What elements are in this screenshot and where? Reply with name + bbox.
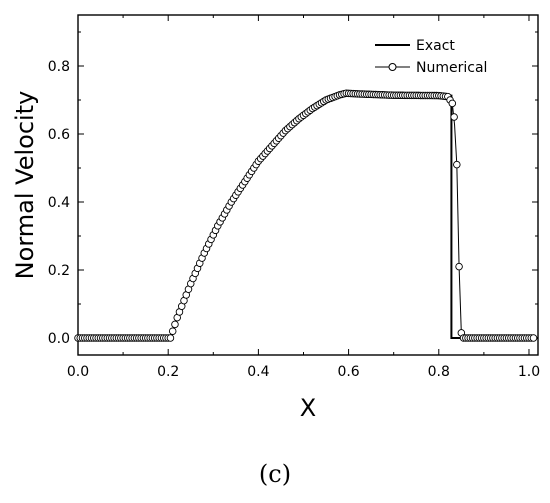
numerical-data-point	[529, 334, 538, 342]
figure-caption: (c)	[259, 460, 291, 488]
plot-frame	[77, 14, 539, 356]
x-tick-label: 0.6	[337, 364, 359, 380]
series-layer	[74, 89, 538, 342]
numerical-data-point	[450, 113, 458, 121]
numerical-data-point	[171, 320, 179, 329]
legend: Exact Numerical	[375, 38, 487, 76]
numerical-data-point	[453, 160, 461, 169]
legend-numerical-label: Numerical	[416, 60, 487, 76]
numerical-data-point	[448, 99, 457, 108]
numerical-series-line	[78, 92, 534, 339]
y-tick-label: 0.4	[48, 195, 70, 211]
x-axis-title: X	[300, 394, 316, 422]
y-axis-ticks: 0.0 0.2 0.4 0.6 0.8	[48, 31, 538, 347]
y-axis-title: Normal Velocity	[11, 91, 39, 280]
numerical-data-point	[168, 327, 177, 335]
x-tick-label: 0.2	[157, 364, 179, 380]
x-tick-label: 0.4	[247, 364, 269, 380]
exact-series-line	[78, 92, 538, 339]
y-tick-label: 0.8	[48, 59, 70, 75]
x-tick-label: 0.0	[67, 364, 89, 380]
y-tick-label: 0.2	[48, 263, 70, 279]
legend-numerical-marker	[388, 63, 397, 71]
numerical-data-point	[455, 262, 463, 271]
numerical-data-point	[166, 334, 175, 342]
x-axis-ticks: 0.0 0.2 0.4 0.6 0.8 1.0	[67, 15, 540, 380]
y-tick-label: 0.6	[48, 127, 70, 143]
x-tick-label: 1.0	[518, 364, 540, 380]
x-tick-label: 0.8	[428, 364, 450, 380]
y-tick-label: 0.0	[48, 331, 70, 347]
legend-exact-label: Exact	[416, 38, 455, 54]
